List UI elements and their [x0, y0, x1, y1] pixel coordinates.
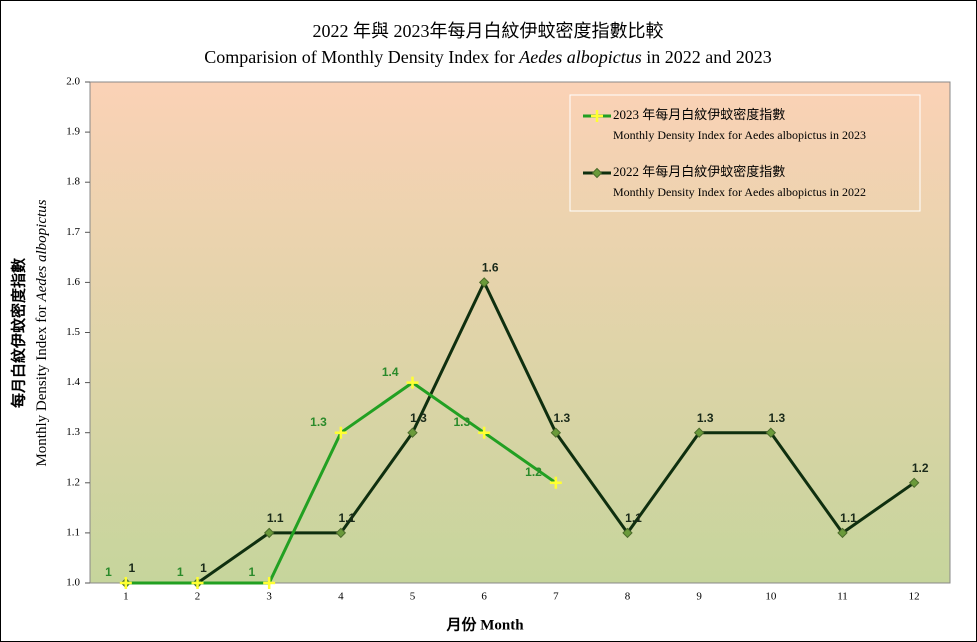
marker	[693, 427, 705, 438]
marker-shape	[591, 110, 603, 122]
chart-subtitle: Comparision of Monthly Density Index for…	[204, 47, 771, 67]
legend-label: Monthly Density Index for Aedes albopict…	[613, 128, 866, 142]
data-label: 1	[200, 561, 207, 575]
y-tick-label: 1.8	[66, 176, 80, 188]
data-label: 1.2	[912, 461, 929, 475]
data-label: 1.1	[625, 511, 642, 525]
y-axis-label: 每月白紋伊蚊密度指數	[9, 258, 27, 408]
data-label: 1.3	[310, 415, 327, 429]
marker	[550, 427, 562, 438]
series-line	[125, 278, 916, 585]
y-tick-label: 2.0	[66, 76, 80, 88]
marker	[765, 427, 777, 438]
legend-label: 2023 年每月白紋伊蚊密度指數	[613, 107, 785, 122]
legend-label: Monthly Density Index for Aedes albopict…	[613, 185, 866, 199]
marker	[591, 167, 603, 179]
x-tick-label: 5	[410, 591, 416, 603]
legend	[569, 94, 921, 212]
y-axis-label: Monthly Density Index for Aedes albopict…	[34, 199, 50, 466]
data-label: 1	[105, 565, 112, 579]
y-tick-label: 1.1	[66, 526, 80, 538]
data-label: 1.4	[382, 365, 399, 379]
marker	[406, 376, 419, 389]
x-tick-label: 4	[338, 591, 344, 603]
x-tick-label: 12	[909, 591, 920, 603]
data-label: 1.3	[697, 411, 714, 425]
x-tick-label: 8	[625, 591, 631, 603]
y-tick-label: 1.2	[66, 476, 80, 488]
marker	[334, 426, 347, 439]
marker	[908, 477, 920, 489]
data-label: 1.1	[840, 511, 857, 525]
y-tick-label: 1.4	[66, 376, 80, 388]
marker-shape	[406, 376, 419, 389]
marker	[263, 577, 276, 589]
marker	[478, 426, 491, 439]
y-tick-label: 1.9	[66, 126, 80, 138]
x-tick-label: 7	[553, 591, 559, 603]
marker	[335, 527, 347, 539]
x-tick-label: 2	[195, 591, 201, 603]
chart-title: 2022 年與 2023年每月白紋伊蚊密度指數比較	[313, 21, 664, 41]
data-label: 1	[177, 565, 184, 579]
marker	[119, 577, 132, 589]
plot-area	[89, 81, 951, 584]
legend-label: 2022 年每月白紋伊蚊密度指數	[613, 164, 785, 179]
data-label: 1.3	[410, 411, 427, 425]
y-tick-label: 1.5	[66, 326, 80, 338]
marker-shape	[334, 426, 347, 439]
x-axis-label: 月份 Month	[445, 615, 524, 633]
data-label: 1.3	[553, 411, 570, 425]
marker	[591, 110, 603, 122]
x-tick-label: 1	[123, 591, 129, 603]
marker	[263, 527, 275, 539]
x-tick-label: 11	[837, 591, 848, 603]
x-tick-label: 9	[696, 591, 702, 603]
data-label: 1.3	[768, 411, 785, 425]
y-tick-label: 1.3	[66, 426, 80, 438]
marker	[478, 277, 490, 288]
data-label: 1	[248, 565, 255, 579]
y-tick-label: 1.7	[66, 226, 80, 238]
data-label: 1	[128, 561, 135, 575]
marker	[191, 577, 204, 589]
data-label: 1.6	[482, 261, 499, 275]
x-tick-label: 3	[266, 591, 272, 603]
marker-shape	[119, 577, 132, 589]
data-label: 1.1	[267, 511, 284, 525]
x-tick-label: 10	[765, 591, 777, 603]
x-tick-label: 6	[481, 591, 487, 603]
y-tick-label: 1.0	[66, 577, 80, 589]
marker-shape	[549, 476, 562, 489]
marker-shape	[191, 577, 204, 589]
data-label: 1.3	[453, 415, 470, 429]
y-tick-label: 1.6	[66, 276, 80, 288]
marker	[407, 427, 418, 438]
marker	[622, 527, 633, 539]
marker-shape	[263, 577, 276, 589]
marker	[549, 476, 562, 489]
marker-shape	[478, 426, 491, 439]
data-label: 1.1	[338, 511, 355, 525]
marker	[837, 527, 848, 539]
data-label: 1.2	[525, 465, 542, 479]
